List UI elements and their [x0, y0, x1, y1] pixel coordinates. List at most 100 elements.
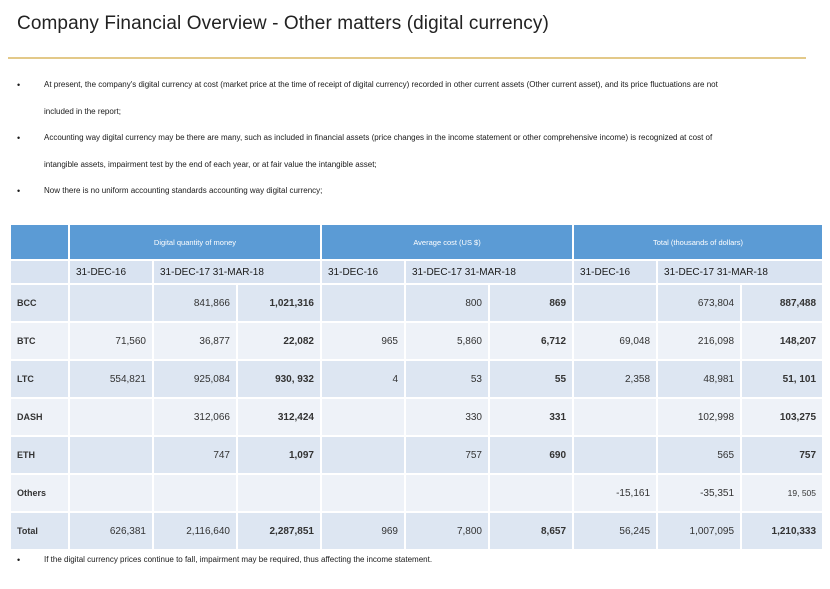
bullet-text-line: Now there is no uniform accounting stand…: [44, 186, 323, 195]
date-header: 31-DEC-17 31-MAR-18: [403, 259, 575, 285]
table-cell: 1,021,316: [236, 283, 322, 323]
table-cell: 312,424: [236, 397, 322, 437]
row-label: Total: [9, 511, 70, 551]
table-cell: [487, 473, 575, 513]
table-cell: [572, 283, 659, 323]
table-cell: 757: [404, 435, 490, 475]
group-header: Average cost (US $): [319, 223, 575, 261]
table-cell: [68, 397, 154, 437]
table-cell: 565: [656, 435, 743, 475]
table-cell: [68, 473, 154, 513]
bullet-text-line: Accounting way digital currency may be t…: [44, 133, 713, 142]
table-cell: 51, 101: [740, 359, 825, 399]
digital-currency-table: Digital quantity of money Average cost (…: [9, 223, 825, 551]
table-cell: 102,998: [656, 397, 743, 437]
row-label: Others: [9, 473, 70, 513]
date-header: 31-DEC-16: [572, 259, 659, 285]
date-header: 31-DEC-16: [68, 259, 154, 285]
bullet-item: • Now there is no uniform accounting sta…: [17, 178, 807, 205]
table-cell: 55: [487, 359, 575, 399]
date-header: 31-DEC-16: [320, 259, 406, 285]
table-cell: -35,351: [656, 473, 743, 513]
table-cell: 2,358: [572, 359, 659, 399]
table-cell: -15,161: [572, 473, 659, 513]
table-cell: [320, 435, 406, 475]
bullet-item: • At present, the company's digital curr…: [17, 72, 807, 125]
table-cell: 36,877: [152, 321, 238, 361]
table-row: DASH 312,066 312,424 330 331 102,998 103,275: [9, 397, 825, 437]
bullet-item: • If the digital currency prices continu…: [17, 550, 807, 570]
table-cell: [68, 435, 154, 475]
table-cell: 673,804: [656, 283, 743, 323]
table-cell: 22,082: [236, 321, 322, 361]
table-cell: 48,981: [656, 359, 743, 399]
table-cell: 930, 932: [236, 359, 322, 399]
table-cell: 1,007,095: [656, 511, 743, 551]
table-cell: 6,712: [487, 321, 575, 361]
page-title: Company Financial Overview - Other matte…: [17, 13, 549, 34]
table-cell: 69,048: [572, 321, 659, 361]
table-cell: 887,488: [740, 283, 825, 323]
table-cell: 925,084: [152, 359, 238, 399]
table-cell: 800: [404, 283, 490, 323]
table-cell: [320, 283, 406, 323]
table-cell: 690: [487, 435, 575, 475]
table-cell: 71,560: [68, 321, 154, 361]
bullet-text-line: At present, the company's digital curren…: [44, 80, 718, 89]
table-cell: [572, 397, 659, 437]
table-cell: [320, 397, 406, 437]
row-label: BCC: [9, 283, 70, 323]
table-cell: 2,287,851: [236, 511, 322, 551]
bullet-item: • Accounting way digital currency may be…: [17, 125, 807, 178]
table-cell: 216,098: [656, 321, 743, 361]
footnote: • If the digital currency prices continu…: [17, 550, 807, 570]
group-header: Total (thousands of dollars): [572, 223, 825, 261]
table-cell: [320, 473, 406, 513]
table-cell: 19, 505: [740, 473, 825, 513]
bullet-text-line: included in the report;: [44, 106, 121, 116]
table-row: BCC 841,866 1,021,316 800 869 673,804 887,488: [9, 283, 825, 323]
bullet-dot-icon: •: [17, 133, 21, 143]
bullet-text-line: intangible assets, impairment test by th…: [44, 159, 377, 169]
table-cell: 330: [404, 397, 490, 437]
table-cell: 841,866: [152, 283, 238, 323]
group-header: Digital quantity of money: [68, 223, 322, 261]
table-row: BTC 71,560 36,877 22,082 965 5,860 6,712 69,048…: [9, 321, 825, 361]
table-cell: 4: [320, 359, 406, 399]
bullet-dot-icon: •: [17, 555, 21, 565]
table-cell: [404, 473, 490, 513]
corner-cell: [9, 259, 70, 285]
table-body: BCC 841,866 1,021,316 800 869 673,804 887,488 B…: [9, 283, 825, 551]
footnote-text: If the digital currency prices continue …: [44, 555, 433, 564]
date-header-row: 31-DEC-16 31-DEC-17 31-MAR-18 31-DEC-16 …: [9, 259, 825, 285]
table-cell: 869: [487, 283, 575, 323]
corner-cell: [9, 223, 70, 261]
table-cell: [68, 283, 154, 323]
table-cell: 53: [404, 359, 490, 399]
table-cell: 5,860: [404, 321, 490, 361]
date-header: 31-DEC-17 31-MAR-18: [152, 259, 322, 285]
table-cell: 331: [487, 397, 575, 437]
bullet-list: • At present, the company's digital curr…: [17, 72, 807, 205]
table-cell: 757: [740, 435, 825, 475]
table-cell: 626,381: [68, 511, 154, 551]
table-cell: 969: [320, 511, 406, 551]
table-cell: 312,066: [152, 397, 238, 437]
row-label: BTC: [9, 321, 70, 361]
row-label: ETH: [9, 435, 70, 475]
table-cell: 148,207: [740, 321, 825, 361]
table-cell: 2,116,640: [152, 511, 238, 551]
table-cell: 554,821: [68, 359, 154, 399]
table-row: Total 626,381 2,116,640 2,287,851 969 7,800 8,…: [9, 511, 825, 551]
table-cell: 1,097: [236, 435, 322, 475]
table-cell: [236, 473, 322, 513]
table-row: Others -15,161 -35,351 19, 505: [9, 473, 825, 513]
table-cell: 747: [152, 435, 238, 475]
table-row: ETH 747 1,097 757 690 565 757: [9, 435, 825, 475]
table-cell: 7,800: [404, 511, 490, 551]
bullet-dot-icon: •: [17, 80, 21, 90]
table-cell: 965: [320, 321, 406, 361]
table-cell: [572, 435, 659, 475]
table-cell: 56,245: [572, 511, 659, 551]
table-cell: 8,657: [487, 511, 575, 551]
